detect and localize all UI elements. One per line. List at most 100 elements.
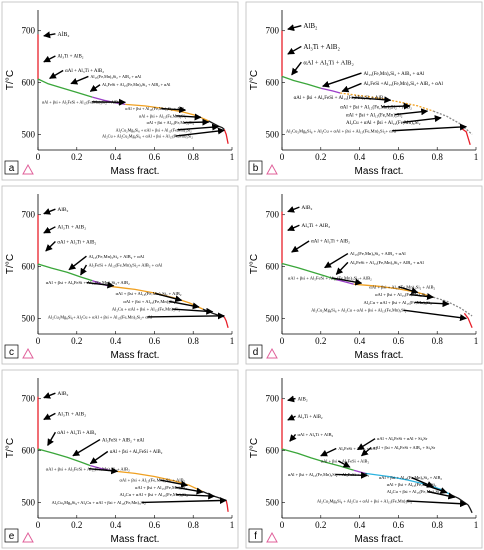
annotation-label: AlB₂ bbox=[303, 22, 318, 30]
software-logo-icon bbox=[22, 531, 34, 543]
annotation-arrow bbox=[49, 69, 64, 80]
annotation-label: αAl + βsi + Al₅FeSi + Al₁₅(Fe,Mn)₃Si₂+ A… bbox=[288, 276, 372, 282]
series-line bbox=[281, 75, 321, 89]
annotation-label: Al₂Cu₂Mg₈Si₆ + Al₂Cu + αAl + βsi + Al₁₅(… bbox=[286, 128, 397, 134]
annotation-label: αAl + βsi + Al₅FeSi + AlB₂ + Si₂Sr bbox=[373, 445, 436, 450]
panel-a: 0 0.2 0.4 0.6 0.8 1 500 600 700 Mass fract. T/°C a A… bbox=[1, 1, 239, 181]
annotation-label: αAl + βsi + Al₁₅(Fe,Mn)₃Si₂ bbox=[139, 113, 187, 119]
annotation-label: αAl + βsi + Al₁₅(Fe,Mn)₃Si₂ bbox=[346, 113, 403, 118]
y-tick-label: 700 bbox=[266, 394, 280, 404]
y-axis-label: T/°C bbox=[5, 438, 16, 458]
annotation-label: AlB₂ bbox=[57, 391, 68, 397]
y-tick-label: 700 bbox=[22, 394, 36, 404]
annotation-arrow bbox=[392, 123, 467, 132]
software-logo-icon bbox=[266, 531, 278, 543]
annotation-arrow bbox=[398, 286, 419, 295]
panel-letter: c bbox=[9, 347, 14, 358]
x-tick-label: 1 bbox=[230, 336, 235, 346]
annotation-label: Al₅FeSi + AlB₂ + αAl bbox=[102, 438, 145, 443]
x-tick-label: 0 bbox=[36, 520, 41, 530]
annotation-label: Al₃Ti + AlB₂ bbox=[303, 43, 340, 51]
x-tick-label: 0.8 bbox=[188, 520, 200, 530]
annotation-arrow bbox=[331, 277, 363, 286]
annotation-label: αAl + βsi + Al₅FeSi + Al₁₅(Fe,Mn)₃Si₂+ A… bbox=[46, 466, 130, 472]
annotation-label: Al₂Cu₂Mg₈Si₆ + Al₂Cu + αAl + βsi + Al₁₅(… bbox=[311, 308, 407, 314]
annotation-label: Al₅FeSi + Al₁₅(Fe,Mn)₃Si₂+ AlB₂ + αAl bbox=[350, 260, 425, 266]
annotation-arrow bbox=[291, 61, 302, 76]
panel-letter-box bbox=[4, 160, 19, 175]
annotation-arrow bbox=[382, 102, 411, 110]
annotation-arrow bbox=[289, 434, 297, 442]
series-line bbox=[433, 296, 473, 317]
annotation-arrow bbox=[70, 75, 89, 85]
annotation-label: αAl + βsi + Al₁₅(Fe,Mn)₃Si₂ + Al₅FeSi + … bbox=[288, 472, 370, 478]
annotation-arrow bbox=[45, 241, 56, 252]
panel-b: 0 0.2 0.4 0.6 0.8 1 500 600 700 Mass fract. T/°C b A… bbox=[245, 1, 483, 181]
y-axis-label: T/°C bbox=[249, 438, 260, 458]
x-tick-label: 1 bbox=[474, 520, 479, 530]
x-tick-label: 1 bbox=[474, 152, 479, 162]
annotation-arrow bbox=[89, 84, 101, 92]
annotation-label: αAl + βsi + Al₁₅(Fe,Mn)₃Si₂ + AlB₂ bbox=[119, 478, 185, 484]
annotation-arrow bbox=[43, 392, 56, 399]
annotation-arrow bbox=[335, 471, 369, 479]
y-tick-label: 600 bbox=[266, 446, 280, 456]
annotation-arrow bbox=[406, 500, 467, 508]
annotation-arrow bbox=[176, 492, 216, 500]
x-tick-label: 0.4 bbox=[110, 336, 122, 346]
annotation-arrow bbox=[177, 123, 220, 131]
x-tick-label: 0.8 bbox=[188, 152, 200, 162]
annotation-arrow bbox=[183, 118, 210, 126]
panel-d: 0 0.2 0.4 0.6 0.8 1 500 600 700 Mass fract. T/°C d A… bbox=[245, 185, 483, 365]
annotation-label: Al₂Cu + αAl + βsi + Al₁₅(Fe,Mn)₃Si₂ bbox=[346, 121, 421, 126]
annotation-label: αAl + βsi + Al₁₅(Fe,Mn)₃Si₂ bbox=[147, 120, 195, 126]
annotation-arrow bbox=[394, 108, 429, 116]
panel-letter-box bbox=[4, 528, 19, 543]
annotation-arrow bbox=[402, 115, 442, 124]
y-axis-label: T/°C bbox=[249, 70, 260, 90]
annotation-label: αAl + βsi + Al₁₅(Fe,Mn)₃Si₂ bbox=[135, 485, 187, 491]
annotation-label: Al₂Cu₂Mg₈Si₆ + Al₂Cu + αAl + βsi + Al₁₅(… bbox=[317, 498, 413, 504]
annotation-arrow bbox=[175, 127, 225, 137]
annotation-arrow bbox=[168, 300, 200, 310]
panel-c: 0 0.2 0.4 0.6 0.8 1 500 600 700 Mass fract. T/°C c A… bbox=[1, 185, 239, 365]
annotation-arrow bbox=[172, 307, 214, 315]
y-tick-label: 500 bbox=[266, 497, 280, 507]
y-tick-label: 700 bbox=[22, 210, 36, 220]
x-tick-label: 0.2 bbox=[315, 520, 326, 530]
x-axis-label: Mass fract. bbox=[355, 166, 404, 177]
annotation-arrow bbox=[361, 446, 372, 457]
annotation-label: αAl + βsi + Al₁₅(Fe,Mn)₃Si₂ bbox=[123, 299, 175, 305]
panel-letter: e bbox=[9, 531, 15, 542]
x-tick-label: 0.8 bbox=[432, 520, 444, 530]
series-line bbox=[320, 87, 341, 94]
x-axis-label: Mass fract. bbox=[111, 166, 160, 177]
software-logo-icon bbox=[266, 163, 278, 175]
annotation-label: Al₁₅(Fe,Mn)₃Si₂ + AlB₂ + αAl bbox=[88, 254, 145, 260]
panel-letter-box bbox=[248, 160, 263, 175]
y-tick-label: 600 bbox=[266, 78, 280, 88]
annotation-arrow bbox=[43, 55, 56, 63]
annotation-label: Al₂Cu + βsi + Al₁₅(Fe,Mn)₃Si₂ bbox=[387, 489, 441, 495]
annotation-label: αAl + Al₅FeSi + αAl + Si₂Sr bbox=[377, 436, 428, 441]
x-tick-label: 0 bbox=[36, 152, 41, 162]
x-axis-label: Mass fract. bbox=[355, 534, 404, 545]
series-line bbox=[37, 263, 93, 282]
series-line bbox=[336, 278, 354, 285]
annotation-label: αAl + Al₃Ti + AlB₂ bbox=[65, 69, 104, 74]
annotation-label: αAl + Al₃Ti + AlB₂ bbox=[298, 432, 334, 437]
x-tick-label: 0.6 bbox=[149, 520, 161, 530]
annotation-label: Al₃Ti + AlB₂ bbox=[298, 415, 323, 420]
annotation-arrow bbox=[175, 486, 204, 495]
annotation-arrow bbox=[291, 240, 310, 253]
x-axis-label: Mass fract. bbox=[111, 350, 160, 361]
annotation-arrow bbox=[86, 281, 115, 289]
annotation-label: AlB₂ bbox=[57, 207, 68, 213]
annotation-arrow bbox=[80, 264, 88, 276]
annotation-label: αAl + βsi + Al₁₅(Fe,Mn)₃Si₂ + AlB₂ bbox=[125, 106, 186, 112]
annotation-arrow bbox=[409, 292, 435, 300]
panel-letter-box bbox=[248, 344, 263, 359]
panel-letter: a bbox=[9, 163, 15, 174]
panel-f: 0 0.2 0.4 0.6 0.8 1 500 600 700 Mass fract. T/°C f A… bbox=[245, 369, 483, 549]
annotation-arrow bbox=[47, 431, 57, 447]
